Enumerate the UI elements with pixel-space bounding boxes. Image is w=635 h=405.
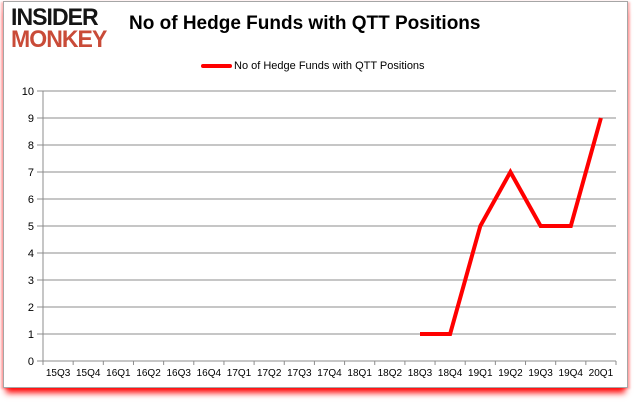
- x-tick-label: 19Q4: [559, 368, 584, 379]
- x-tick-label: 20Q1: [589, 368, 614, 379]
- logo-text-monkey: MONKEY: [11, 26, 107, 54]
- x-tick-label: 18Q4: [438, 368, 463, 379]
- y-tick-label: 3: [28, 275, 34, 287]
- y-tick-label: 7: [28, 167, 34, 179]
- chart-card: INSIDER MONKEY No of Hedge Funds with QT…: [3, 1, 628, 388]
- x-tick-label: 19Q1: [468, 368, 493, 379]
- legend-label: No of Hedge Funds with QTT Positions: [234, 60, 425, 72]
- x-tick-label: 15Q3: [46, 368, 71, 379]
- x-tick-label: 18Q1: [347, 368, 372, 379]
- legend-line-marker: [201, 64, 232, 68]
- x-tick-label: 18Q2: [378, 368, 403, 379]
- x-tick-label: 17Q1: [227, 368, 252, 379]
- y-tick-label: 0: [28, 356, 34, 368]
- y-tick-label: 1: [28, 329, 34, 341]
- x-tick-label: 18Q3: [408, 368, 433, 379]
- y-tick-label: 4: [28, 248, 34, 260]
- y-tick-label: 9: [28, 113, 34, 125]
- y-tick-label: 5: [28, 221, 34, 233]
- x-tick-label: 17Q3: [287, 368, 312, 379]
- x-tick-label: 16Q2: [136, 368, 161, 379]
- legend: No of Hedge Funds with QTT Positions: [201, 60, 425, 72]
- x-tick-label: 15Q4: [76, 368, 101, 379]
- chart-title: No of Hedge Funds with QTT Positions: [129, 13, 481, 34]
- x-tick-label: 16Q4: [197, 368, 222, 379]
- insider-monkey-logo: INSIDER MONKEY: [11, 4, 107, 54]
- series-line: [420, 117, 603, 336]
- x-tick-label: 19Q2: [498, 368, 523, 379]
- y-tick-label: 10: [22, 86, 34, 98]
- line-chart: 0 1 2 3 4 5 6 7 8 9 10 15Q3 15Q4 16Q1 16Q2 16Q3 16Q4 17Q1…: [22, 86, 617, 379]
- logo-text-insider: INSIDER: [11, 4, 99, 31]
- x-tick-label: 16Q3: [166, 368, 191, 379]
- x-tick-label: 17Q2: [257, 368, 282, 379]
- x-tick-label: 16Q1: [106, 368, 131, 379]
- y-tick-label: 6: [28, 194, 34, 206]
- y-tick-label: 8: [28, 140, 34, 152]
- y-tick-label: 2: [28, 302, 34, 314]
- x-tick-label: 17Q4: [317, 368, 342, 379]
- x-tick-label: 19Q3: [528, 368, 553, 379]
